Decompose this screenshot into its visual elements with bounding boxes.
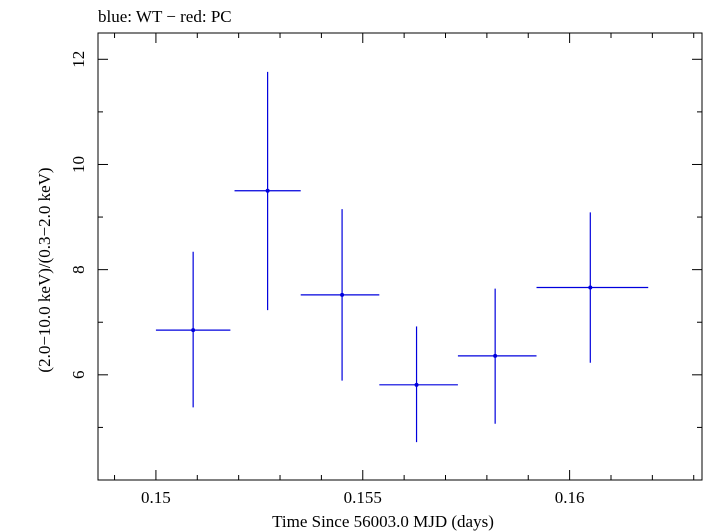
- data-point: [536, 212, 649, 363]
- y-axis-label: (2.0−10.0 keV)/(0.3−2.0 keV): [35, 167, 54, 372]
- x-axis-label: Time Since 56003.0 MJD (days): [272, 512, 494, 531]
- data-marker: [265, 188, 270, 193]
- x-tick-label: 0.16: [555, 488, 585, 507]
- data-marker: [191, 328, 196, 333]
- data-point: [234, 71, 301, 311]
- data-point: [379, 326, 458, 443]
- y-tick-label: 6: [69, 371, 88, 380]
- data-point: [457, 288, 537, 424]
- y-tick-label: 12: [69, 51, 88, 68]
- data-marker: [414, 382, 419, 387]
- data-points: [155, 71, 649, 443]
- data-marker: [588, 285, 593, 290]
- axis-ticks: 0.15 0.155 0.16 6 8 10 12: [69, 33, 702, 507]
- x-tick-label: 0.15: [141, 488, 171, 507]
- data-marker: [340, 292, 345, 297]
- data-marker: [493, 353, 498, 358]
- chart-title: blue: WT − red: PC: [98, 7, 232, 26]
- data-point: [155, 251, 231, 408]
- plot-frame: [97, 32, 703, 481]
- y-tick-label: 8: [69, 265, 88, 274]
- y-tick-label: 10: [69, 156, 88, 173]
- x-tick-label: 0.155: [344, 488, 382, 507]
- data-point: [300, 209, 380, 381]
